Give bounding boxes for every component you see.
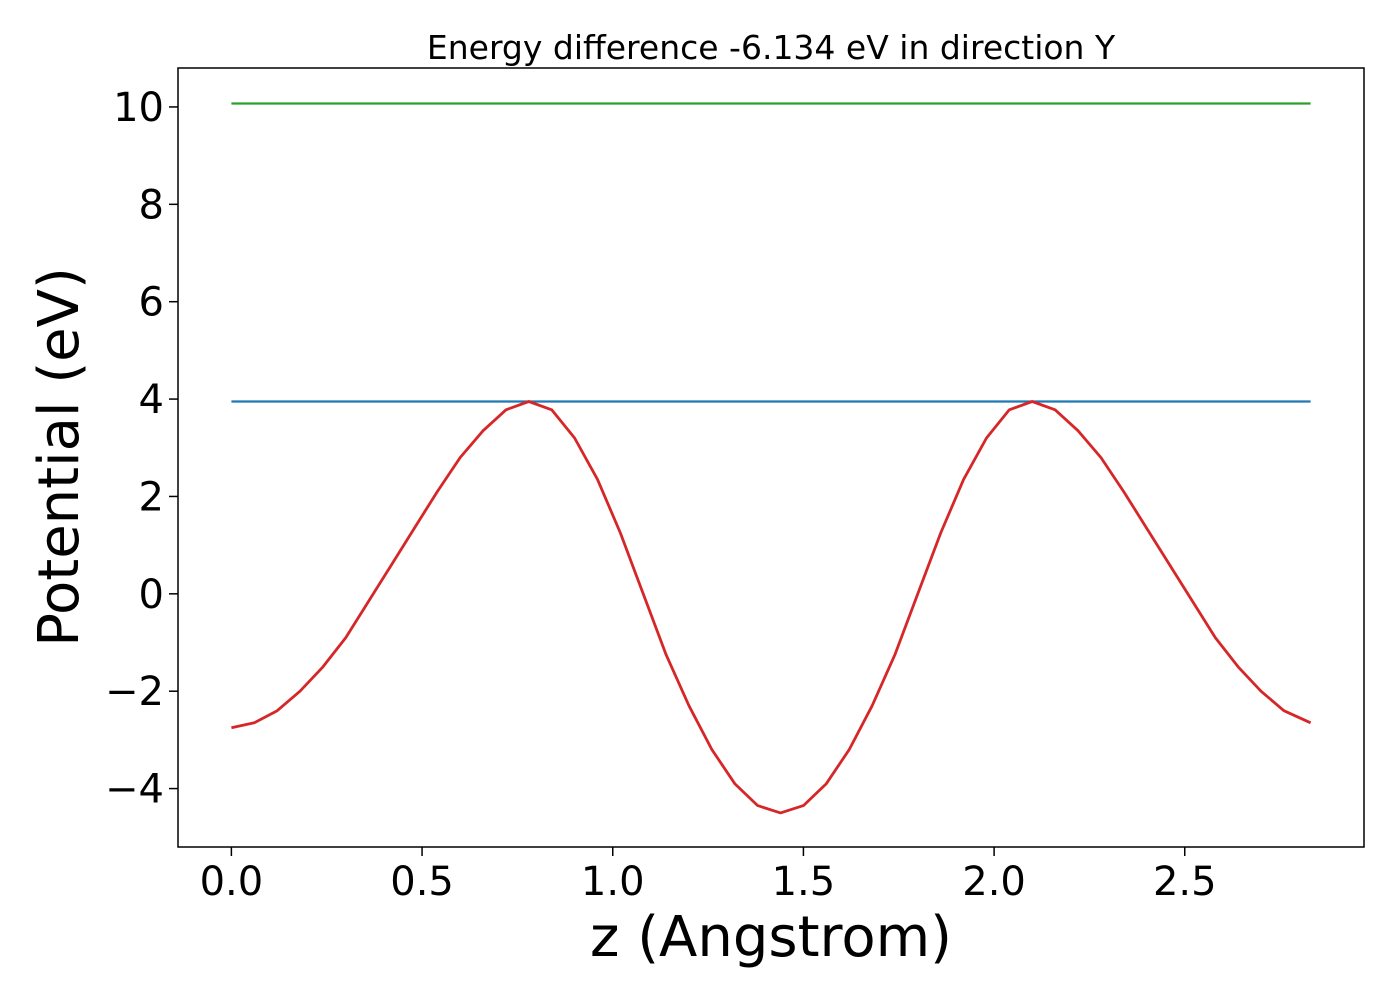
- plot-layer: [231, 102, 1312, 815]
- y-axis-ticks: −4 −2 0 2 4 6 8 10: [105, 85, 178, 813]
- plot-frame: [177, 67, 1365, 848]
- x-tick-label: 1.5: [772, 859, 836, 905]
- series-line-2: [231, 400, 1312, 815]
- x-axis-ticks: 0.0 0.5 1.0 1.5 2.0 2.5: [200, 847, 1217, 905]
- y-tick-label: 2: [139, 474, 164, 520]
- x-tick-label: 0.5: [390, 859, 454, 905]
- y-tick-label: 10: [113, 85, 164, 131]
- x-tick-label: 2.5: [1153, 859, 1217, 905]
- chart-title: Energy difference -6.134 eV in direction…: [427, 28, 1116, 67]
- y-tick-label: 4: [139, 377, 164, 423]
- y-tick-label: 8: [139, 182, 164, 228]
- y-axis-label: Potential (eV): [27, 267, 92, 647]
- y-tick-label: −4: [105, 767, 164, 813]
- x-tick-label: 0.0: [200, 859, 264, 905]
- x-axis-label: z (Angstrom): [590, 905, 952, 970]
- y-tick-label: −2: [105, 669, 164, 715]
- x-tick-label: 2.0: [962, 859, 1026, 905]
- y-tick-label: 0: [139, 572, 164, 618]
- x-tick-label: 1.0: [581, 859, 645, 905]
- y-tick-label: 6: [139, 280, 164, 326]
